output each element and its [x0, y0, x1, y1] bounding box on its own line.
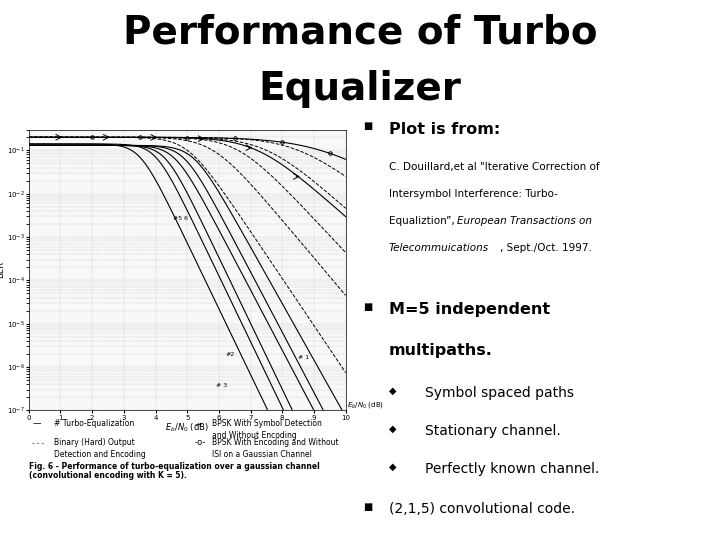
- X-axis label: $E_b/N_0$ (dB): $E_b/N_0$ (dB): [166, 422, 209, 435]
- Text: ■: ■: [364, 122, 373, 132]
- Text: ■: ■: [364, 502, 373, 512]
- Text: Symbol spaced paths: Symbol spaced paths: [425, 386, 574, 400]
- Text: # Turbo-Equalization: # Turbo-Equalization: [54, 420, 134, 428]
- Text: # 3: # 3: [216, 383, 227, 388]
- Text: - - -: - - -: [32, 440, 45, 446]
- Text: (convolutional encoding with K = 5).: (convolutional encoding with K = 5).: [29, 471, 186, 480]
- Text: Plot is from:: Plot is from:: [389, 122, 500, 137]
- Text: ISI on a Gaussian Channel: ISI on a Gaussian Channel: [212, 450, 312, 459]
- Text: Equalizer: Equalizer: [258, 70, 462, 108]
- Text: ■: ■: [364, 302, 373, 313]
- Text: -o-: -o-: [194, 438, 206, 447]
- Text: —: —: [32, 420, 41, 428]
- Text: Equaliztion”,: Equaliztion”,: [389, 216, 458, 226]
- Text: # 1: # 1: [298, 355, 309, 360]
- Text: Performance of Turbo: Performance of Turbo: [122, 14, 598, 51]
- Text: #2: #2: [225, 352, 235, 357]
- Text: BPSK With Encoding and Without: BPSK With Encoding and Without: [212, 438, 339, 447]
- Text: Fig. 6 - Performance of turbo-equalization over a gaussian channel: Fig. 6 - Performance of turbo-equalizati…: [29, 462, 320, 471]
- Text: Intersymbol Interference: Turbo-: Intersymbol Interference: Turbo-: [389, 189, 558, 199]
- Text: multipaths.: multipaths.: [389, 343, 492, 358]
- Text: European Transactions on: European Transactions on: [457, 216, 593, 226]
- Text: , Sept./Oct. 1997.: , Sept./Oct. 1997.: [500, 243, 593, 253]
- Text: BPSK With Symbol Detection: BPSK With Symbol Detection: [212, 420, 323, 428]
- Text: Telecommuications: Telecommuications: [389, 243, 489, 253]
- Text: →: →: [194, 420, 202, 428]
- Text: Perfectly known channel.: Perfectly known channel.: [425, 462, 599, 476]
- Text: Detection and Encoding: Detection and Encoding: [54, 450, 145, 459]
- Text: C. Douillard,et al "Iterative Correction of: C. Douillard,et al "Iterative Correction…: [389, 162, 600, 172]
- Text: Stationary channel.: Stationary channel.: [425, 424, 561, 438]
- Text: $E_b/N_0$ (dB): $E_b/N_0$ (dB): [347, 400, 384, 410]
- Text: ◆: ◆: [389, 462, 396, 472]
- Text: M=5 independent: M=5 independent: [389, 302, 550, 318]
- Text: #5 6: #5 6: [173, 216, 188, 221]
- Text: (2,1,5) convolutional code.: (2,1,5) convolutional code.: [389, 502, 575, 516]
- Text: Binary (Hard) Output: Binary (Hard) Output: [54, 438, 135, 447]
- Text: ◆: ◆: [389, 386, 396, 396]
- Text: and Without Encoding: and Without Encoding: [212, 431, 297, 440]
- Text: ◆: ◆: [389, 424, 396, 434]
- Y-axis label: BER: BER: [0, 261, 5, 279]
